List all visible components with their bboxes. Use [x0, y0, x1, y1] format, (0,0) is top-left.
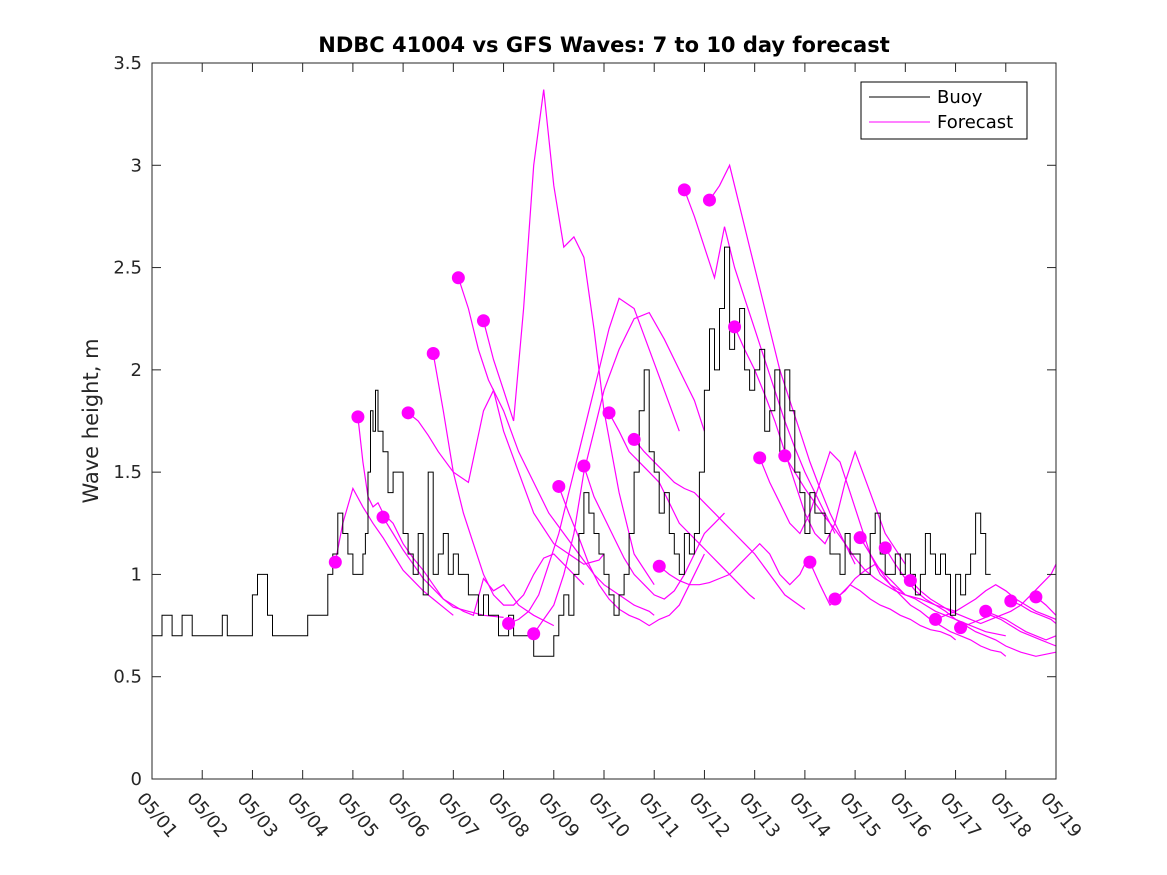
forecast-line-16	[709, 163, 856, 565]
forecast-line-7	[482, 89, 655, 586]
forecast-marker-12	[602, 406, 616, 420]
y-tick-label-0: 0	[131, 769, 142, 790]
plot-area-frame	[151, 62, 1057, 780]
x-tick-label-0: 05/01	[132, 789, 181, 842]
forecast-marker-1	[328, 555, 342, 569]
y-tick-label-4: 2	[131, 360, 142, 381]
forecast-line-9	[533, 311, 705, 635]
forecast-marker-23	[878, 541, 892, 555]
legend-buoy-label: Buoy	[937, 87, 983, 108]
forecast-marker-29	[1029, 590, 1043, 604]
forecast-marker-2	[351, 410, 365, 424]
forecast-marker-8	[502, 617, 516, 631]
x-tick-label-13: 05/14	[785, 789, 834, 842]
legend-box	[860, 81, 1028, 140]
forecast-marker-28	[1004, 594, 1018, 608]
x-tick-label-2: 05/03	[233, 789, 282, 842]
forecast-marker-4	[401, 406, 415, 420]
x-tick-label-6: 05/07	[434, 789, 483, 842]
y-tick-label-6: 3	[131, 155, 142, 176]
x-tick-label-15: 05/16	[886, 789, 935, 842]
x-tick-label-17: 05/18	[986, 789, 1035, 842]
forecast-line-22	[859, 537, 1007, 657]
forecast-marker-16	[702, 193, 716, 207]
forecast-line-11	[583, 465, 725, 600]
forecast-marker-26	[954, 621, 968, 635]
forecast-marker-24	[903, 574, 917, 588]
forecast-marker-13	[627, 432, 641, 446]
forecast-line-4	[407, 388, 605, 565]
forecast-line-12	[608, 412, 756, 600]
y-axis-label: Wave height, m	[79, 338, 103, 503]
forecast-marker-25	[928, 612, 942, 626]
y-tick-label-1: 0.5	[113, 667, 142, 688]
forecast-line-6	[457, 277, 655, 616]
forecast-line-3	[382, 516, 555, 627]
forecast-line-8	[508, 297, 680, 625]
forecast-line-1	[334, 486, 454, 616]
forecast-marker-11	[577, 459, 591, 473]
x-tick-label-4: 05/05	[333, 789, 382, 842]
forecast-marker-3	[376, 510, 390, 524]
chart-title: NDBC 41004 vs GFS Waves: 7 to 10 day for…	[318, 33, 889, 57]
legend-forecast-label: Forecast	[937, 112, 1013, 133]
forecast-line-28	[1010, 600, 1056, 624]
x-tick-label-7: 05/08	[484, 789, 533, 842]
x-tick-label-18: 05/19	[1036, 789, 1085, 842]
y-tick-label-3: 1.5	[113, 462, 142, 483]
forecast-marker-22	[853, 531, 867, 545]
forecast-line-13	[633, 439, 806, 610]
forecast-marker-14	[652, 559, 666, 573]
x-tick-label-10: 05/11	[634, 789, 683, 842]
forecast-line-14	[658, 542, 806, 586]
forecast-marker-21	[828, 592, 842, 606]
x-tick-label-12: 05/13	[735, 789, 784, 842]
x-tick-label-1: 05/02	[182, 789, 231, 842]
forecast-marker-6	[451, 271, 465, 285]
forecast-line-24	[909, 563, 1056, 625]
forecast-line-5	[432, 353, 585, 606]
forecast-line-27	[985, 610, 1056, 641]
y-tick-label-2: 1	[131, 564, 142, 585]
x-tick-label-14: 05/15	[835, 789, 884, 842]
forecast-line-15	[683, 189, 836, 534]
forecast-marker-19	[778, 449, 792, 463]
forecast-marker-20	[803, 555, 817, 569]
x-tick-label-11: 05/12	[685, 789, 734, 842]
forecast-marker-15	[677, 183, 691, 197]
forecast-line-17	[734, 326, 906, 565]
forecast-marker-7	[476, 314, 490, 328]
forecast-line-26	[960, 614, 1056, 647]
forecast-marker-18	[753, 451, 767, 465]
y-tick-label-7: 3.5	[113, 53, 142, 74]
buoy-line	[152, 246, 991, 657]
forecast-marker-10	[552, 479, 566, 493]
forecast-marker-5	[426, 346, 440, 360]
forecast-line-18	[759, 450, 906, 596]
forecast-line-10	[558, 486, 705, 627]
axis-ticks: 00.511.522.533.505/01 05/02 05/03 05/04 05/0…	[113, 53, 1085, 842]
x-tick-label-9: 05/10	[584, 789, 633, 842]
forecast-marker-9	[527, 627, 541, 641]
x-tick-label-3: 05/04	[283, 789, 332, 842]
x-tick-label-8: 05/09	[534, 789, 583, 842]
legend: Buoy Forecast	[860, 81, 1028, 140]
series-layer	[152, 89, 1056, 657]
x-tick-label-5: 05/06	[383, 789, 432, 842]
forecast-marker-27	[979, 604, 993, 618]
y-tick-label-5: 2.5	[113, 258, 142, 279]
forecast-marker-17	[728, 320, 742, 334]
x-tick-label-16: 05/17	[936, 789, 985, 842]
